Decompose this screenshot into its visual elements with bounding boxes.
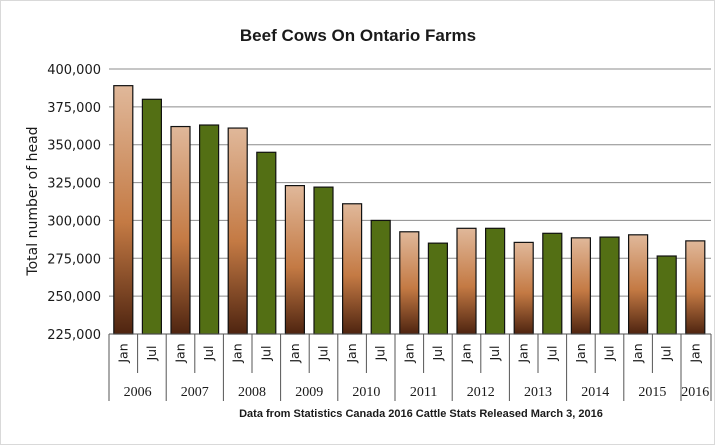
- bar: [570, 237, 592, 335]
- x-axis: Jan Jul Jan Jul Jan Jul Jan Jul Jan Jul Jan Jul Jan J…: [108, 333, 712, 401]
- bar: [456, 227, 477, 335]
- month-label: Jul: [144, 345, 159, 361]
- month-label: Jan: [687, 343, 702, 363]
- y-tick-label: 325,000: [47, 177, 101, 192]
- y-tick-label: 350,000: [47, 139, 101, 154]
- month-label: Jan: [630, 343, 645, 363]
- month-label: Jul: [201, 345, 216, 361]
- year-label: 2008: [238, 385, 266, 400]
- month-label: Jul: [487, 345, 502, 361]
- bar: [542, 232, 563, 335]
- year-label: 2012: [467, 385, 495, 400]
- bar: [113, 85, 134, 335]
- month-label: Jul: [430, 345, 445, 361]
- y-tick-label: 300,000: [47, 214, 101, 229]
- month-label: Jan: [401, 343, 416, 363]
- month-label: Jul: [659, 345, 674, 361]
- month-label: Jul: [258, 345, 273, 361]
- y-tick-label: 375,000: [47, 101, 101, 116]
- month-label: Jul: [316, 345, 331, 361]
- bar: [685, 240, 706, 335]
- month-label: Jan: [287, 343, 302, 363]
- year-label: 2015: [638, 385, 666, 400]
- chart-title: Beef Cows On Ontario Farms: [240, 26, 476, 45]
- bar: [627, 234, 649, 335]
- month-label: Jan: [516, 343, 531, 363]
- source-note: Data from Statistics Canada 2016 Cattle …: [239, 408, 603, 420]
- bar: [399, 231, 420, 335]
- bar: [313, 186, 334, 335]
- bar: [227, 127, 248, 335]
- bar: [284, 185, 305, 335]
- y-tick-label: 225,000: [47, 328, 101, 343]
- bar: [656, 255, 677, 335]
- bar: [342, 203, 363, 335]
- month-label: Jul: [373, 345, 388, 361]
- month-label: Jan: [230, 343, 245, 363]
- y-axis-ticks: 225,000 250,000 275,000 300,000 325,000 350,0…: [47, 63, 101, 343]
- bar: [427, 242, 448, 335]
- month-label: Jan: [115, 343, 130, 363]
- bar: [370, 219, 391, 335]
- bars: [113, 85, 706, 335]
- year-label: 2006: [124, 385, 152, 400]
- year-label: 2010: [352, 385, 380, 400]
- month-label: Jan: [173, 343, 188, 363]
- bar: [485, 227, 506, 335]
- y-axis-label: Total number of head: [25, 126, 41, 276]
- bar: [199, 124, 220, 335]
- y-tick-label: 400,000: [47, 63, 101, 78]
- year-label: 2016: [681, 385, 709, 400]
- bar: [170, 125, 191, 335]
- month-label: Jan: [459, 343, 474, 363]
- year-label: 2011: [410, 385, 437, 400]
- year-label: 2013: [524, 385, 552, 400]
- month-label: Jan: [344, 343, 359, 363]
- year-label: 2014: [581, 385, 609, 400]
- month-label: Jan: [573, 343, 588, 363]
- y-tick-label: 275,000: [47, 252, 101, 267]
- bar: [141, 98, 162, 335]
- year-label: 2009: [295, 385, 323, 400]
- year-label: 2007: [181, 385, 209, 400]
- bar: [256, 151, 277, 335]
- bar: [599, 236, 620, 335]
- y-tick-label: 250,000: [47, 290, 101, 305]
- month-label: Jul: [544, 345, 559, 361]
- bar: [513, 241, 534, 335]
- month-label: Jul: [602, 345, 617, 361]
